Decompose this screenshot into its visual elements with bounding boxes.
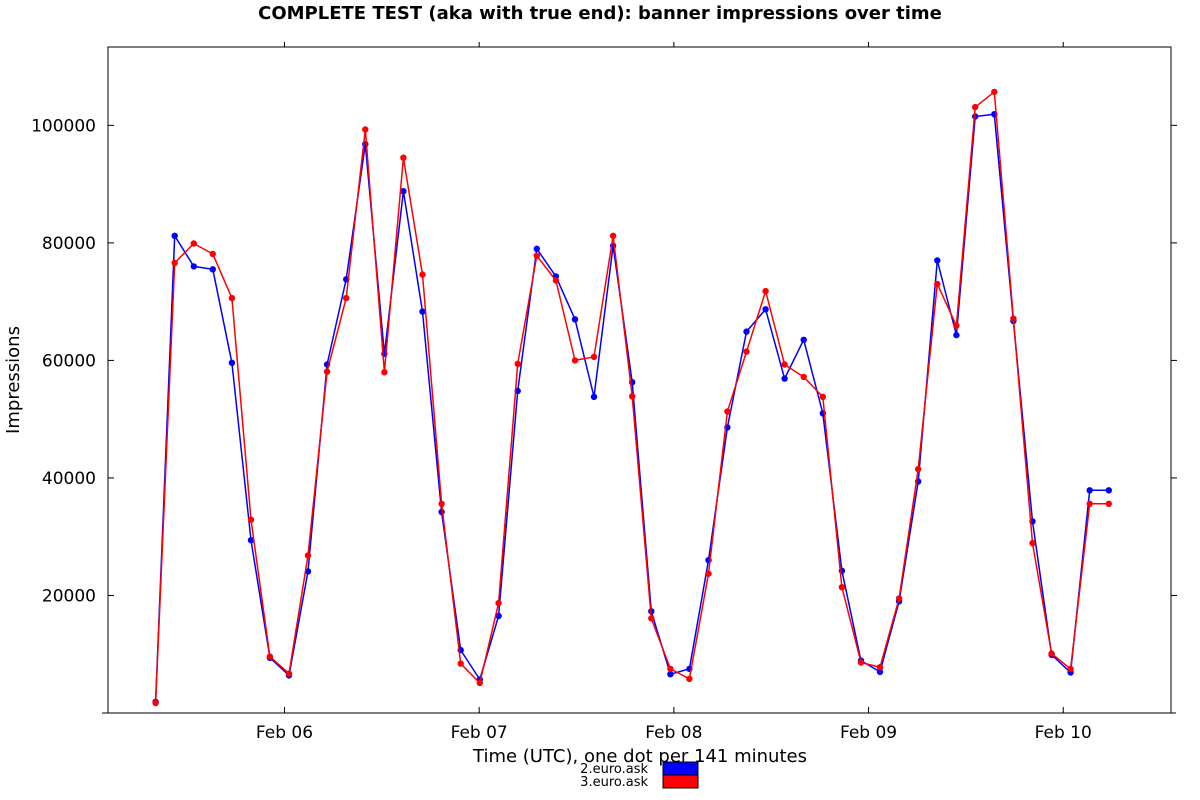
data-point xyxy=(629,393,636,400)
data-point xyxy=(419,271,426,278)
data-point xyxy=(228,359,236,366)
data-point xyxy=(209,250,216,258)
data-point xyxy=(991,88,998,96)
data-point xyxy=(800,373,807,381)
x-tick-label: Feb 07 xyxy=(451,723,508,743)
data-point xyxy=(381,369,388,376)
data-point xyxy=(400,188,407,195)
data-point xyxy=(533,252,540,259)
data-point xyxy=(323,368,331,375)
data-point xyxy=(667,671,674,678)
legend-swatch xyxy=(662,761,699,776)
data-point xyxy=(419,308,426,315)
data-point xyxy=(343,294,350,302)
data-point xyxy=(514,360,521,368)
y-tick-label: 80000 xyxy=(42,234,96,254)
data-point xyxy=(457,660,464,667)
data-point xyxy=(190,240,197,247)
x-axis-label: Time (UTC), one dot per 141 minutes xyxy=(472,746,807,767)
data-point xyxy=(857,659,865,666)
data-point xyxy=(819,393,826,400)
data-point xyxy=(953,331,960,339)
plot-border xyxy=(107,46,1172,714)
y-axis-ticks: 20000 40000 60000 80000 100000 xyxy=(31,116,1177,606)
y-tick-label: 40000 xyxy=(42,469,96,489)
data-point xyxy=(934,280,941,288)
chart-title: COMPLETE TEST (aka with true end): banne… xyxy=(258,3,942,24)
data-point xyxy=(800,336,807,343)
data-point xyxy=(686,675,693,683)
data-point xyxy=(915,465,922,473)
data-point xyxy=(304,552,312,559)
data-point xyxy=(266,653,274,660)
data-point xyxy=(781,375,788,382)
data-point xyxy=(438,500,445,507)
data-point xyxy=(895,595,903,602)
data-point xyxy=(247,516,255,523)
data-point xyxy=(552,277,560,284)
series-3.euro.ask xyxy=(152,88,1113,707)
data-point xyxy=(495,599,502,607)
y-axis-label: Impressions xyxy=(3,326,24,434)
data-point xyxy=(362,126,369,133)
data-point xyxy=(838,584,846,591)
x-tick-label: Feb 09 xyxy=(840,723,897,743)
data-point xyxy=(953,322,960,329)
x-tick-label: Feb 10 xyxy=(1035,723,1092,743)
data-point xyxy=(1105,500,1113,507)
x-tick-label: Feb 06 xyxy=(256,723,313,743)
legend-label: 2.euro.ask xyxy=(580,762,648,777)
data-point xyxy=(762,287,769,295)
data-point xyxy=(171,259,178,267)
data-point xyxy=(247,537,255,544)
data-point xyxy=(190,263,197,270)
x-tick-label: Feb 08 xyxy=(645,723,702,743)
data-point xyxy=(285,670,293,677)
data-point xyxy=(743,348,750,355)
data-point xyxy=(609,232,617,239)
data-point xyxy=(876,664,884,671)
data-point xyxy=(1067,665,1074,673)
data-point xyxy=(495,612,502,620)
data-point xyxy=(876,668,884,676)
data-point xyxy=(571,357,579,364)
data-point xyxy=(705,570,712,577)
data-point xyxy=(590,393,598,400)
series-layer xyxy=(152,88,1113,707)
data-point xyxy=(1010,315,1017,322)
legend-swatch xyxy=(662,774,699,789)
data-point xyxy=(476,679,483,687)
data-point xyxy=(724,408,731,415)
data-point xyxy=(1048,650,1055,657)
data-point xyxy=(934,257,941,264)
data-point xyxy=(972,103,979,111)
y-tick-label: 60000 xyxy=(42,351,96,371)
data-point xyxy=(1086,500,1093,507)
data-point xyxy=(228,294,236,302)
data-point xyxy=(667,665,674,673)
data-point xyxy=(400,154,407,161)
y-tick-label: 100000 xyxy=(31,116,96,136)
x-axis-ticks: Feb 06 Feb 07 Feb 08 Feb 09 Feb 10 xyxy=(256,42,1092,743)
series-2.euro.ask xyxy=(152,111,1113,705)
legend-label: 3.euro.ask xyxy=(580,775,648,790)
data-point xyxy=(781,361,788,368)
data-point xyxy=(209,266,216,273)
data-point xyxy=(152,699,159,707)
data-point xyxy=(590,353,598,361)
plot-frame xyxy=(102,46,1176,714)
data-point xyxy=(762,306,769,313)
data-point xyxy=(1029,540,1036,547)
data-point xyxy=(648,615,655,622)
data-point xyxy=(1086,487,1093,494)
data-point xyxy=(571,316,579,323)
y-tick-label: 20000 xyxy=(42,586,96,606)
data-point xyxy=(533,245,540,252)
data-point xyxy=(1105,487,1113,494)
data-point xyxy=(743,328,750,335)
data-point xyxy=(171,232,178,239)
